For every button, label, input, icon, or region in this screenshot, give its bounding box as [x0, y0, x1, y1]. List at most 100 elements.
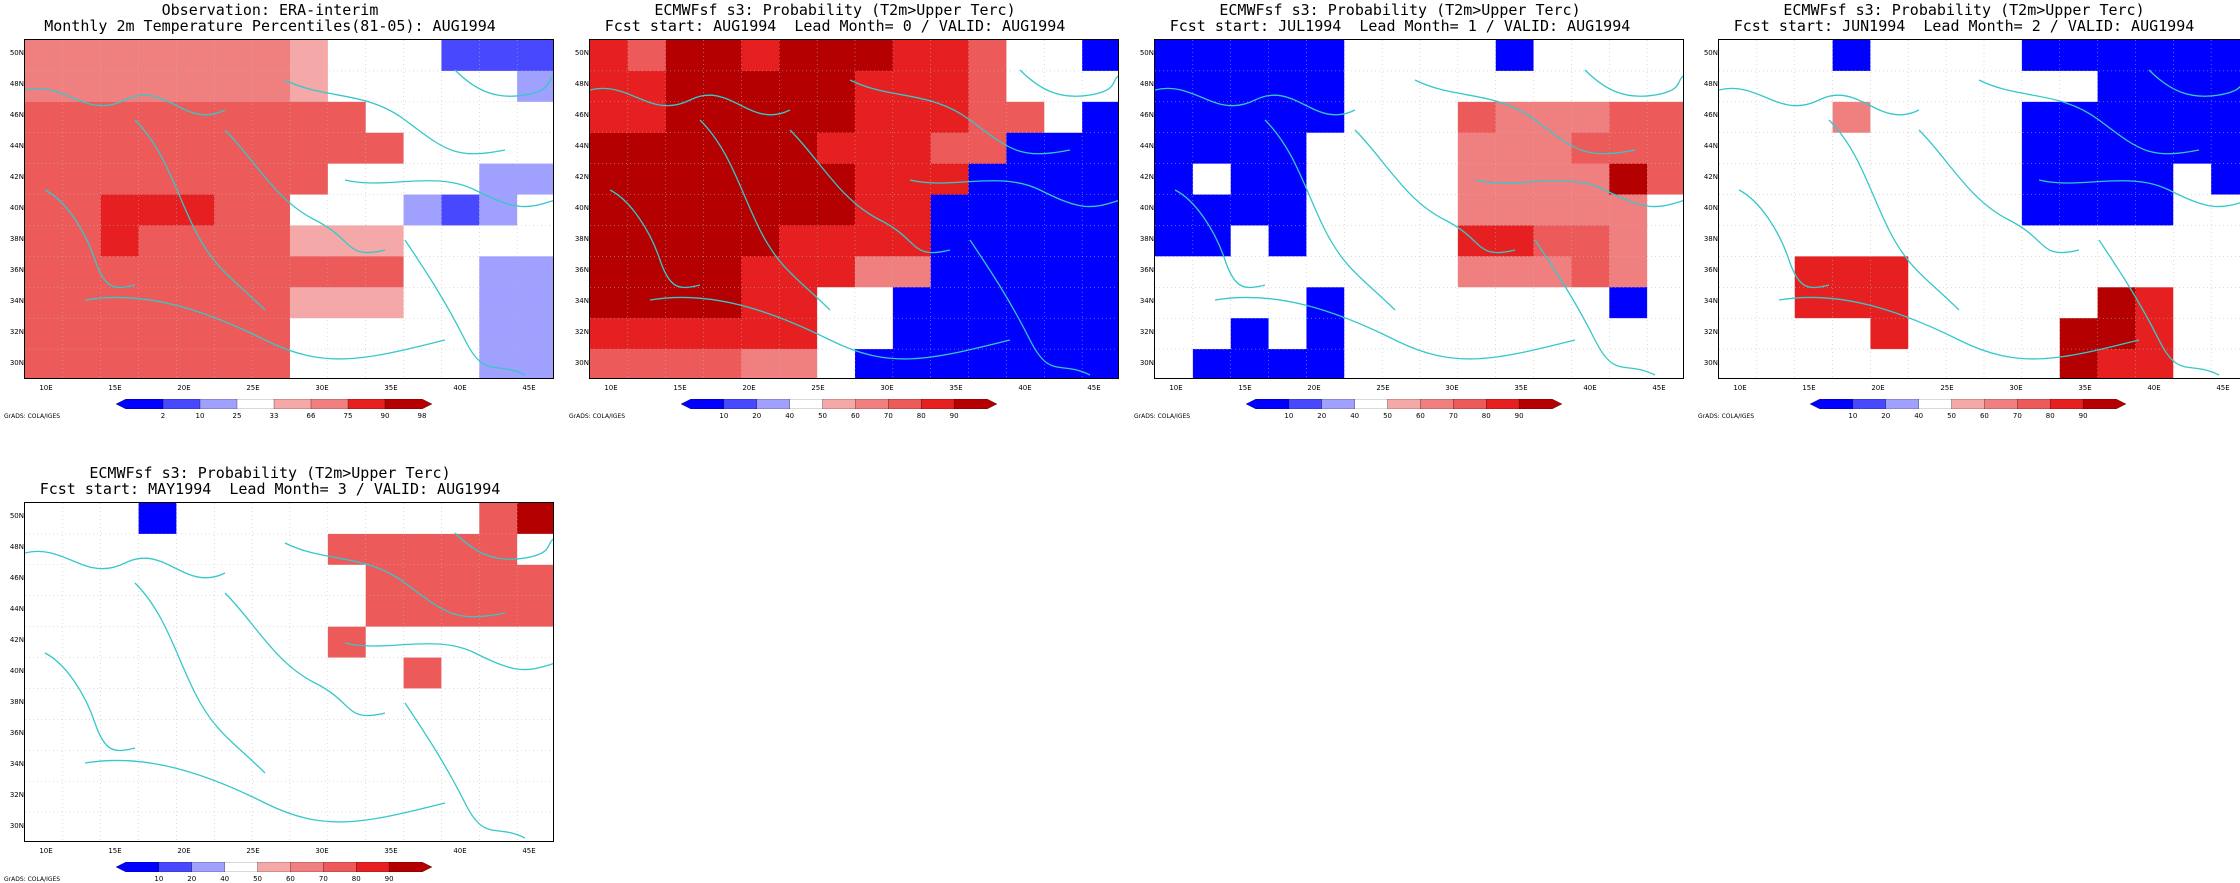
grid-cell: [1984, 318, 2023, 350]
grid-cell: [176, 595, 215, 628]
grid-cell: [817, 256, 856, 288]
lat-tick-label: 36N: [1139, 266, 1154, 274]
lon-tick-label: 10E: [39, 847, 53, 855]
grid-cell: [138, 812, 178, 841]
colorbar-label: 40: [220, 875, 230, 883]
grid-cell: [1044, 287, 1083, 319]
grid-cell: [479, 781, 518, 813]
grid-cell: [1044, 101, 1083, 134]
panel-subtitle: Fcst start: MAY1994 Lead Month= 3 / VALI…: [39, 480, 501, 498]
grid-cell: [176, 719, 215, 751]
coastline: [454, 532, 553, 560]
coastline: [284, 79, 506, 155]
grid-cell: [25, 688, 64, 720]
grid-cell: [665, 132, 705, 165]
grid-cell: [817, 349, 856, 378]
grid-cell: [1230, 225, 1270, 257]
coastline: [649, 296, 1011, 360]
grid-cell: [1306, 132, 1345, 165]
grid-cell: [441, 503, 480, 535]
grid-cell: [176, 503, 215, 535]
grid-cell: [214, 564, 253, 597]
grid-cell: [252, 225, 291, 257]
grid-cell: [741, 287, 780, 319]
grid-cell: [930, 40, 970, 72]
colorbar-label: 10: [195, 412, 205, 420]
grid-cell: [100, 101, 140, 134]
grid-cell: [1647, 349, 1683, 378]
grid-cell: [1984, 287, 2023, 319]
lat-tick-label: 42N: [9, 636, 24, 644]
grid-cell: [1155, 225, 1194, 257]
colorbar-segment: [1984, 399, 2018, 409]
grid-cell: [25, 349, 64, 378]
grid-cell: [817, 70, 856, 103]
grid-cell: [590, 287, 629, 319]
grid-cell: [2173, 40, 2212, 72]
grid-cell: [252, 595, 291, 628]
grid-cell: [1457, 70, 1497, 103]
grid-cell: [517, 595, 553, 628]
colorbar-segment: [723, 399, 758, 409]
grid-cell: [1155, 318, 1194, 350]
colorbar-label: 20: [1881, 412, 1891, 420]
grid-cell: [62, 564, 102, 597]
grid-cell: [892, 163, 932, 196]
grid-cell: [62, 163, 102, 196]
coastline: [1264, 119, 1396, 311]
grid-cell: [327, 163, 367, 196]
grid-cell: [1306, 318, 1345, 350]
lon-tick-label: 30E: [315, 384, 329, 392]
grid-cell: [2021, 40, 2061, 72]
grid-cell: [1495, 40, 1535, 72]
grid-cell: [176, 101, 215, 134]
lat-tick-label: 40N: [9, 667, 24, 675]
grid-cell: [403, 132, 443, 165]
grid-cell: [665, 318, 705, 350]
grid-cell: [2135, 40, 2174, 72]
grid-cell: [403, 503, 443, 535]
grid-cell: [290, 533, 329, 566]
grid-cell: [1870, 287, 1909, 319]
grid-cell: [1420, 194, 1459, 227]
grid-cell: [2059, 194, 2099, 227]
grid-cell: [779, 349, 818, 378]
grid-cell: [25, 595, 64, 628]
grid-cell: [214, 812, 253, 841]
grid-cell: [290, 657, 329, 690]
grid-cell: [1870, 70, 1909, 103]
grid-cell: [2211, 194, 2240, 227]
lon-tick-label: 15E: [673, 384, 687, 392]
colorbar-segment: [116, 399, 164, 409]
grid-cell: [176, 256, 215, 288]
lon-tick-label: 30E: [2009, 384, 2023, 392]
grid-cell: [176, 812, 215, 841]
lat-tick-label: 32N: [1703, 328, 1718, 336]
colorbar-segment: [1885, 399, 1920, 409]
coastline: [1174, 189, 1266, 289]
grid-cell: [327, 503, 367, 535]
grid-cell: [1870, 194, 1909, 227]
grid-cell: [517, 812, 553, 841]
colorbar-label: 40: [785, 412, 795, 420]
grid-cell: [1794, 349, 1834, 378]
grid-cell: [665, 287, 705, 319]
grid-cell: [1571, 40, 1610, 72]
colorbar-label: 50: [253, 875, 263, 883]
grid-cell: [138, 564, 178, 597]
grid-cell: [176, 750, 215, 782]
grid-cell: [62, 657, 102, 690]
colorbar-label: 70: [1448, 412, 1458, 420]
grid-cell: [1533, 194, 1573, 227]
grid-cell: [252, 657, 291, 690]
grid-cell: [703, 225, 743, 257]
grid-cell: [214, 781, 253, 813]
grid-cell: [1794, 132, 1834, 165]
lat-tick-label: 48N: [9, 543, 24, 551]
grid-cell: [1457, 287, 1497, 319]
panel-subtitle: Fcst start: AUG1994 Lead Month= 0 / VALI…: [604, 17, 1066, 35]
grid-cell: [892, 40, 932, 72]
lat-tick-label: 50N: [9, 512, 24, 520]
grid-cell: [365, 719, 405, 751]
grid-cell: [138, 163, 178, 196]
